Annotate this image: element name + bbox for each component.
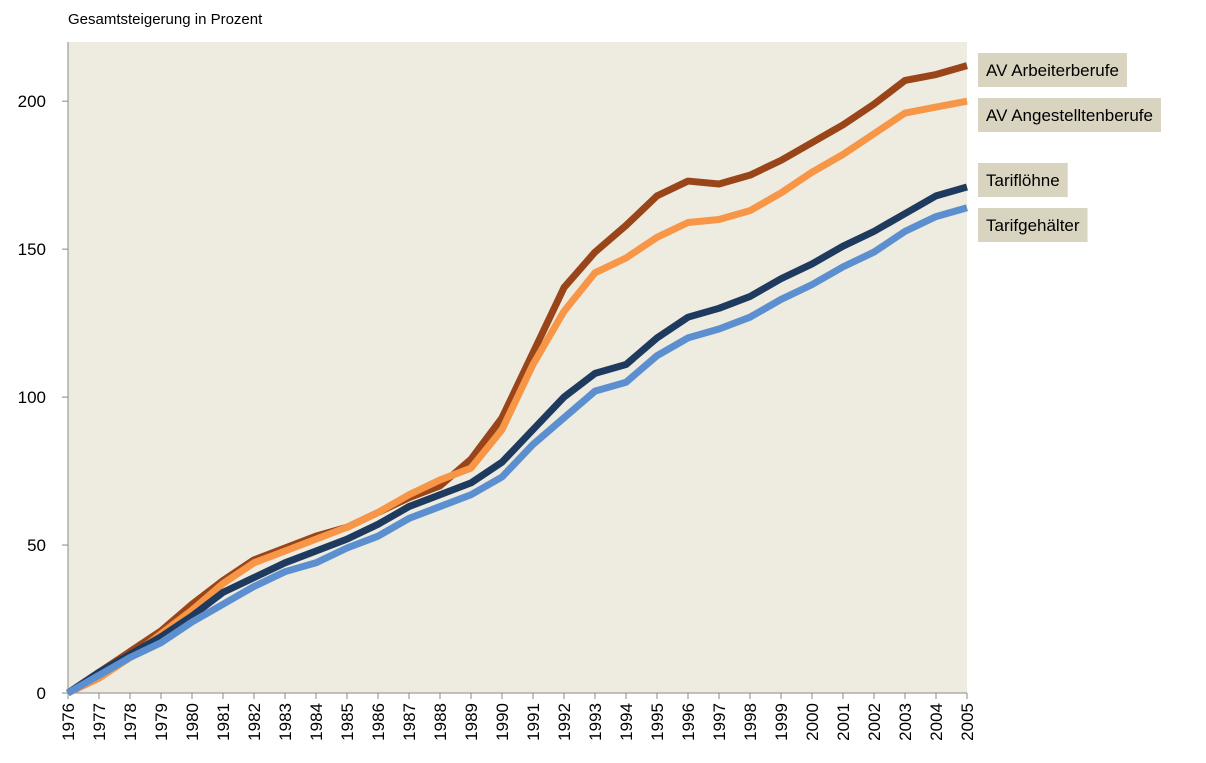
x-tick-label: 1976 bbox=[59, 703, 78, 741]
legend-box bbox=[978, 208, 1088, 242]
legend-label: AV Angestelltenberufe bbox=[986, 106, 1153, 125]
x-tick-label: 2003 bbox=[896, 703, 915, 741]
x-tick-label: 2004 bbox=[927, 703, 946, 741]
x-tick-label: 1987 bbox=[400, 703, 419, 741]
y-tick-label: 0 bbox=[37, 684, 46, 703]
y-tick-label: 200 bbox=[18, 92, 46, 111]
x-tick-label: 1983 bbox=[276, 703, 295, 741]
x-tick-label: 2000 bbox=[803, 703, 822, 741]
x-tick-label: 1990 bbox=[493, 703, 512, 741]
y-tick-label: 100 bbox=[18, 388, 46, 407]
x-tick-label: 1986 bbox=[369, 703, 388, 741]
x-tick-label: 1982 bbox=[245, 703, 264, 741]
legend-box bbox=[978, 98, 1161, 132]
x-tick-label: 1993 bbox=[586, 703, 605, 741]
x-tick-label: 1992 bbox=[555, 703, 574, 741]
x-tick-label: 2001 bbox=[834, 703, 853, 741]
x-tick-label: 1984 bbox=[307, 703, 326, 741]
series-line bbox=[66, 183, 968, 696]
x-tick-label: 1979 bbox=[152, 703, 171, 741]
x-tick-label: 1989 bbox=[462, 703, 481, 741]
x-tick-label: 1998 bbox=[741, 703, 760, 741]
y-tick-label: 150 bbox=[18, 240, 46, 259]
x-tick-label: 1981 bbox=[214, 703, 233, 741]
x-tick-label: 1999 bbox=[772, 703, 791, 741]
series-line bbox=[66, 97, 968, 697]
legend-label: Tariflöhne bbox=[986, 171, 1060, 190]
x-tick-label: 1980 bbox=[183, 703, 202, 741]
x-tick-label: 1997 bbox=[710, 703, 729, 741]
x-tick-label: 1994 bbox=[617, 703, 636, 741]
series-line bbox=[66, 204, 968, 697]
x-tick-label: 1988 bbox=[431, 703, 450, 741]
legend-box bbox=[978, 163, 1068, 197]
x-tick-label: 1996 bbox=[679, 703, 698, 741]
x-tick-label: 1985 bbox=[338, 703, 357, 741]
x-tick-label: 1991 bbox=[524, 703, 543, 741]
x-tick-label: 1995 bbox=[648, 703, 667, 741]
y-tick-label: 50 bbox=[27, 536, 46, 555]
y-axis-title: Gesamtsteigerung in Prozent bbox=[68, 11, 263, 28]
legend-label: AV Arbeiterberufe bbox=[986, 61, 1119, 80]
x-tick-label: 1978 bbox=[121, 703, 140, 741]
legend-box bbox=[978, 53, 1127, 87]
x-tick-label: 2005 bbox=[958, 703, 977, 741]
x-tick-label: 1977 bbox=[90, 703, 109, 741]
x-tick-label: 2002 bbox=[865, 703, 884, 741]
legend-label: Tarifgehälter bbox=[986, 216, 1080, 235]
